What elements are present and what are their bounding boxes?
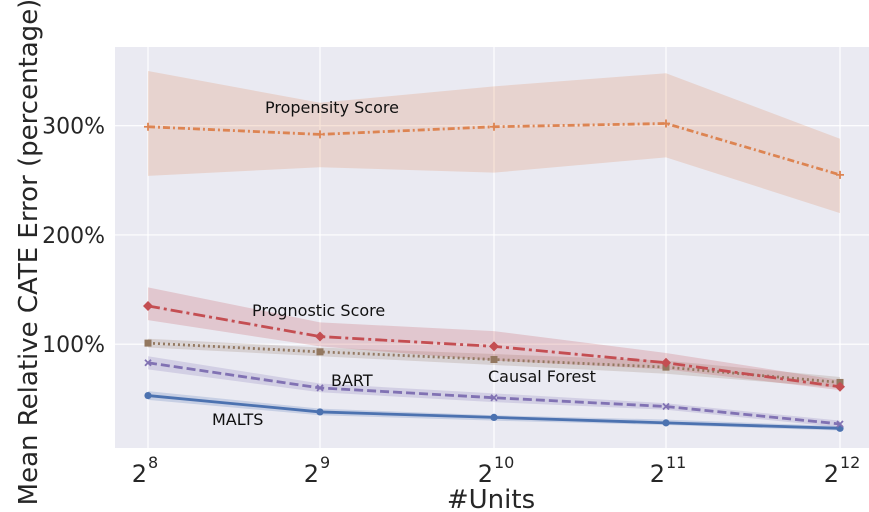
y-tick-label: 100% xyxy=(42,333,105,358)
marker-causal_forest xyxy=(144,339,152,347)
series-label-malts: MALTS xyxy=(212,410,263,429)
marker-bart xyxy=(144,359,152,367)
x-tick-base: 2 xyxy=(478,460,493,488)
marker-propensity_score xyxy=(836,170,844,179)
series-labels: MALTS BART Causal Forest Prognostic Score Pr… xyxy=(212,98,596,429)
band-bart xyxy=(148,356,840,428)
marker-bart xyxy=(836,420,844,428)
x-tick-label: 2 10 xyxy=(478,453,515,488)
marker-propensity_score xyxy=(144,122,152,131)
x-tick-base: 2 xyxy=(132,460,147,488)
x-tick-base: 2 xyxy=(824,460,839,488)
marker-prognostic_score xyxy=(489,341,499,352)
marker-bart xyxy=(316,384,324,392)
marker-prognostic_score xyxy=(143,300,153,311)
marker-prognostic_score xyxy=(661,357,671,368)
x-tick-exponent: 11 xyxy=(666,453,686,472)
band-propensity_score xyxy=(148,71,840,214)
x-tick-label: 2 11 xyxy=(650,453,687,488)
marker-propensity_score xyxy=(662,119,670,128)
y-axis-label: Mean Relative CATE Error (percentage) xyxy=(14,0,44,505)
marker-malts xyxy=(144,391,152,400)
plot-background xyxy=(115,47,869,448)
marker-propensity_score xyxy=(316,130,324,139)
marker-malts xyxy=(316,408,324,416)
marker-malts xyxy=(490,413,498,422)
x-axis-label: #Units xyxy=(447,485,535,512)
marker-malts xyxy=(662,419,670,427)
marker-bart xyxy=(490,394,498,402)
x-tick-base: 2 xyxy=(304,460,319,488)
marker-propensity_score xyxy=(490,122,498,131)
y-tick-label: 200% xyxy=(42,224,105,249)
marker-causal_forest xyxy=(490,355,498,363)
y-tick-label: 300% xyxy=(42,115,105,140)
marker-causal_forest xyxy=(316,348,324,356)
x-tick-exponent: 9 xyxy=(320,453,330,472)
x-tick-exponent: 12 xyxy=(840,453,860,472)
x-tick-base: 2 xyxy=(650,460,665,488)
marker-prognostic_score xyxy=(835,381,845,392)
x-tick-label: 2 12 xyxy=(824,453,861,488)
x-tick-labels: 2 8 2 9 2 10 2 11 2 12 xyxy=(132,453,861,488)
marker-bart xyxy=(662,402,670,411)
series-markers xyxy=(143,119,845,432)
x-tick-exponent: 8 xyxy=(148,453,158,472)
series-label-causal_forest: Causal Forest xyxy=(488,367,596,386)
y-tick-labels: 100% 200% 300% xyxy=(42,115,105,359)
series-label-propensity_score: Propensity Score xyxy=(265,98,399,117)
marker-prognostic_score xyxy=(315,331,325,342)
series-label-prognostic_score: Prognostic Score xyxy=(252,301,385,320)
series-label-bart: BART xyxy=(331,371,373,390)
line-bart xyxy=(147,361,841,426)
x-tick-exponent: 10 xyxy=(494,453,514,472)
